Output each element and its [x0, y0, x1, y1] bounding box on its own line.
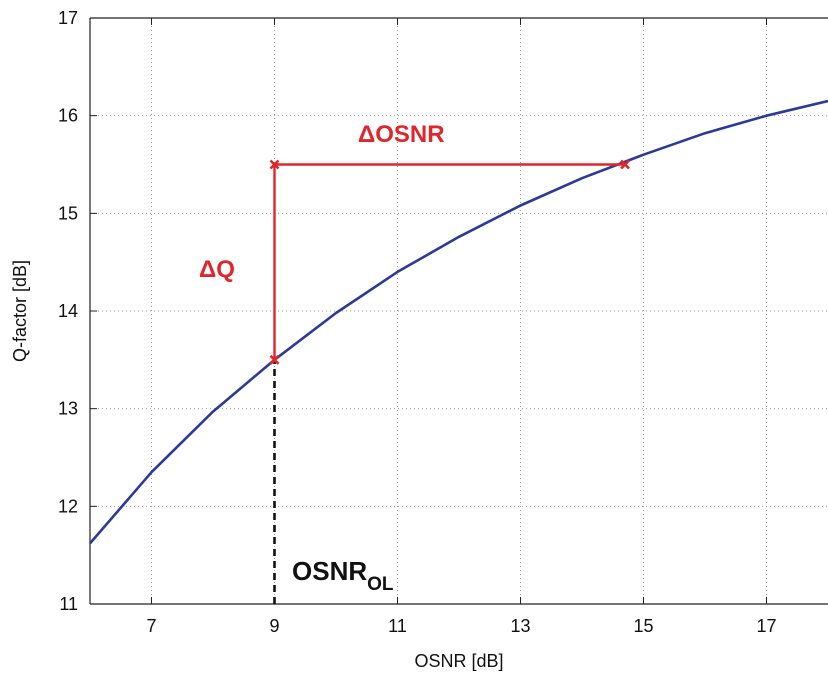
y-tick-label: 14	[58, 301, 78, 321]
x-tick-label: 11	[388, 616, 407, 636]
y-axis-label: Q-factor [dB]	[10, 260, 30, 362]
grid	[90, 18, 828, 604]
delta-q-label: ΔQ	[199, 256, 235, 283]
series-line	[89, 99, 828, 545]
series-layer	[89, 99, 828, 545]
x-tick-label: 15	[633, 616, 653, 636]
osnr-ol-label: OSNROL	[292, 556, 394, 595]
y-ticks: 11 12 13 14 15 16 17	[58, 8, 97, 614]
y-tick-label: 11	[59, 594, 78, 614]
y-tick-label: 16	[58, 106, 78, 126]
y-tick-label: 15	[58, 203, 78, 223]
x-tick-label: 13	[510, 616, 530, 636]
delta-osnr-label: ΔOSNR	[358, 121, 445, 148]
y-tick-label: 13	[58, 399, 78, 419]
x-tick-label: 17	[756, 616, 776, 636]
osnr-ol-subscript: OL	[367, 574, 394, 595]
y-tick-label: 12	[58, 496, 78, 516]
osnr-ol-main: OSNR	[292, 556, 367, 586]
marker-x	[620, 159, 630, 170]
annotation-layer	[269, 159, 630, 604]
marker-x	[269, 354, 280, 365]
marker-x	[269, 159, 280, 170]
x-axis-label: OSNR [dB]	[414, 651, 503, 671]
x-tick-label: 9	[269, 616, 279, 636]
y-tick-label: 17	[58, 8, 78, 28]
x-tick-label: 7	[146, 616, 156, 636]
